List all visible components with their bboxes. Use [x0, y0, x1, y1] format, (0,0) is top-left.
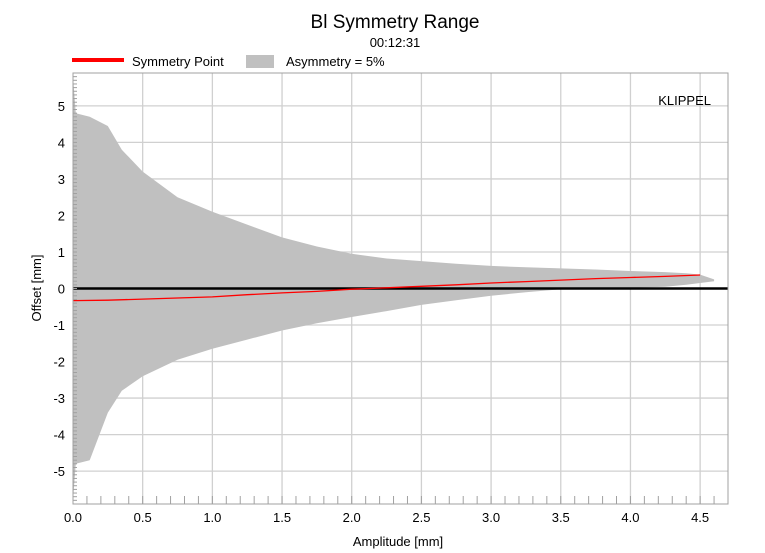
y-tick-label: 3 [58, 172, 65, 187]
y-tick-label: -5 [53, 464, 65, 479]
y-tick-label: -3 [53, 391, 65, 406]
chart-title: Bl Symmetry Range [311, 12, 480, 33]
y-tick-label: 2 [58, 208, 65, 223]
x-tick-label: 1.5 [273, 510, 291, 525]
legend-swatch-asymmetry [246, 55, 274, 68]
y-tick-label: 1 [58, 245, 65, 260]
x-tick-label: 0.0 [64, 510, 82, 525]
y-tick-label: -4 [53, 428, 65, 443]
brand-label: KLIPPEL [658, 93, 711, 108]
x-tick-label: 3.0 [482, 510, 500, 525]
x-tick-label: 3.5 [552, 510, 570, 525]
minor-ticks [73, 76, 715, 504]
x-axis-label: Amplitude [mm] [353, 534, 443, 549]
legend-label-symmetry-point: Symmetry Point [132, 54, 224, 69]
legend: Symmetry Point Asymmetry = 5% [72, 54, 385, 69]
x-tick-label: 4.5 [691, 510, 709, 525]
x-tick-labels: 0.0 0.5 1.0 1.5 2.0 2.5 3.0 3.5 4.0 4.5 [64, 510, 709, 525]
y-tick-label: 4 [58, 135, 65, 150]
y-tick-label: -1 [53, 318, 65, 333]
legend-label-asymmetry: Asymmetry = 5% [286, 54, 385, 69]
x-tick-label: 2.5 [412, 510, 430, 525]
x-tick-label: 1.0 [203, 510, 221, 525]
legend-swatch-symmetry-point [72, 58, 124, 62]
y-axis-label: Offset [mm] [29, 255, 44, 322]
chart-subtitle: 00:12:31 [370, 35, 421, 50]
y-tick-labels: 5 4 3 2 1 0 -1 -2 -3 -4 -5 [53, 99, 65, 479]
y-tick-label: -2 [53, 355, 65, 370]
x-tick-label: 0.5 [134, 510, 152, 525]
x-tick-label: 2.0 [343, 510, 361, 525]
y-tick-label: 5 [58, 99, 65, 114]
y-tick-label: 0 [58, 282, 65, 297]
symmetry-point-line [72, 274, 701, 302]
plot-frame [72, 72, 729, 505]
x-tick-label: 4.0 [621, 510, 639, 525]
